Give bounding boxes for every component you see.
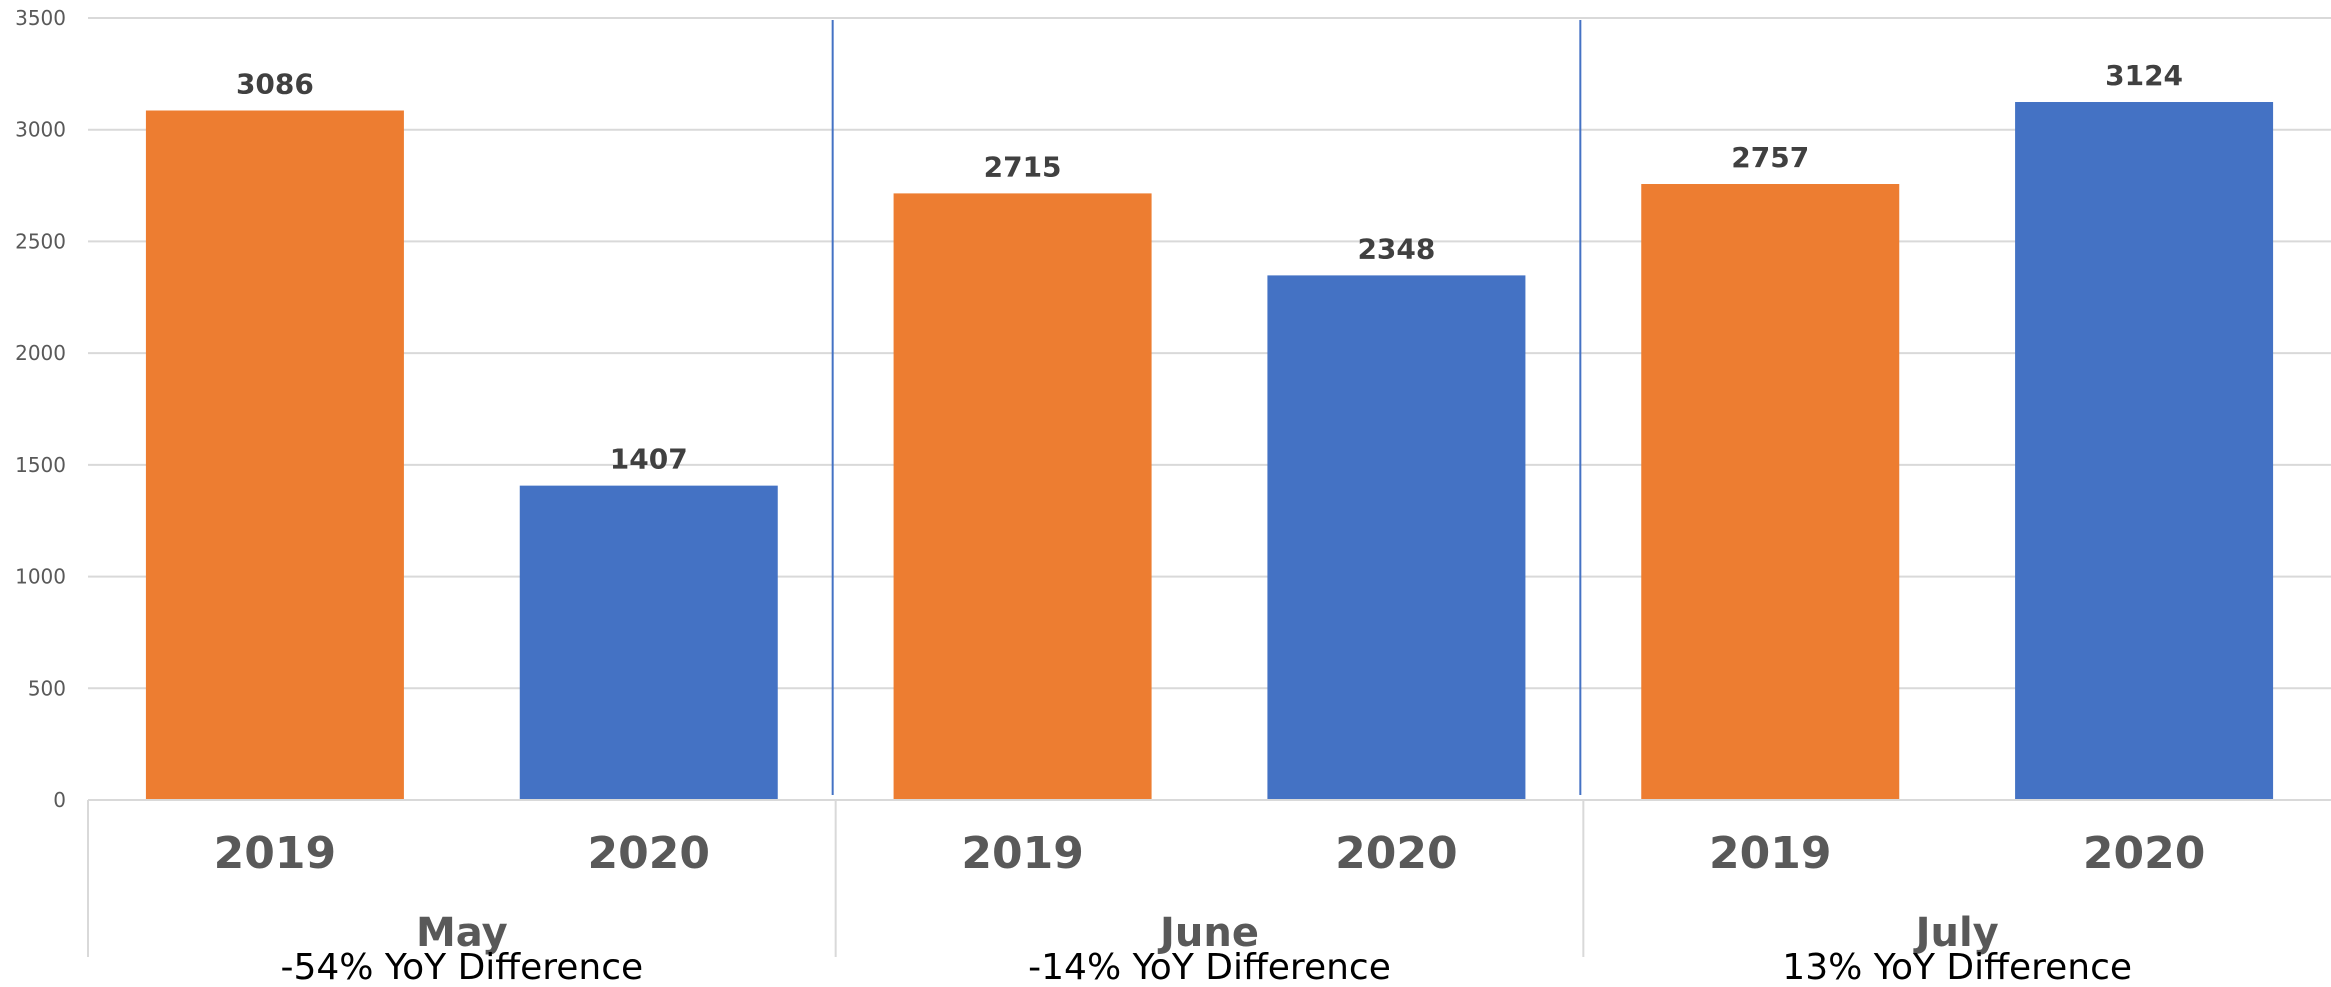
gridlines [88, 18, 2331, 688]
y-tick-label: 3000 [15, 118, 66, 142]
bar [2015, 102, 2273, 800]
data-label: 2715 [984, 150, 1062, 183]
x-tick-label: 2020 [588, 828, 710, 879]
yoy-difference-note: -14% YoY Difference [1028, 947, 1391, 987]
y-tick-label: 2500 [15, 229, 66, 253]
y-tick-label: 1000 [15, 565, 66, 589]
y-tick-label: 500 [28, 676, 66, 700]
x-tick-label: 2020 [1335, 828, 1457, 879]
y-tick-label: 1500 [15, 453, 66, 477]
y-axis: 0 500 1000 1500 2000 2500 3000 3500 [15, 6, 66, 812]
bar [520, 486, 778, 800]
data-label: 3124 [2105, 59, 2183, 92]
x-tick-label: 2019 [1709, 828, 1831, 879]
x-tick-label: 2020 [2083, 828, 2205, 879]
yoy-difference-note: -54% YoY Difference [280, 947, 643, 987]
data-label: 2757 [1731, 141, 1809, 174]
bar [1641, 184, 1899, 800]
y-tick-label: 0 [53, 788, 66, 812]
y-tick-label: 3500 [15, 6, 66, 30]
bar [894, 193, 1152, 800]
y-tick-label: 2000 [15, 341, 66, 365]
data-label: 2348 [1357, 232, 1435, 265]
x-tick-label: 2019 [961, 828, 1083, 879]
bar [146, 110, 404, 800]
bars [146, 102, 2273, 800]
bar [1267, 275, 1525, 800]
x-tick-label: 2019 [214, 828, 336, 879]
data-label: 1407 [610, 443, 688, 476]
yoy-difference-note: 13% YoY Difference [1782, 947, 2132, 987]
data-label: 3086 [236, 67, 314, 100]
